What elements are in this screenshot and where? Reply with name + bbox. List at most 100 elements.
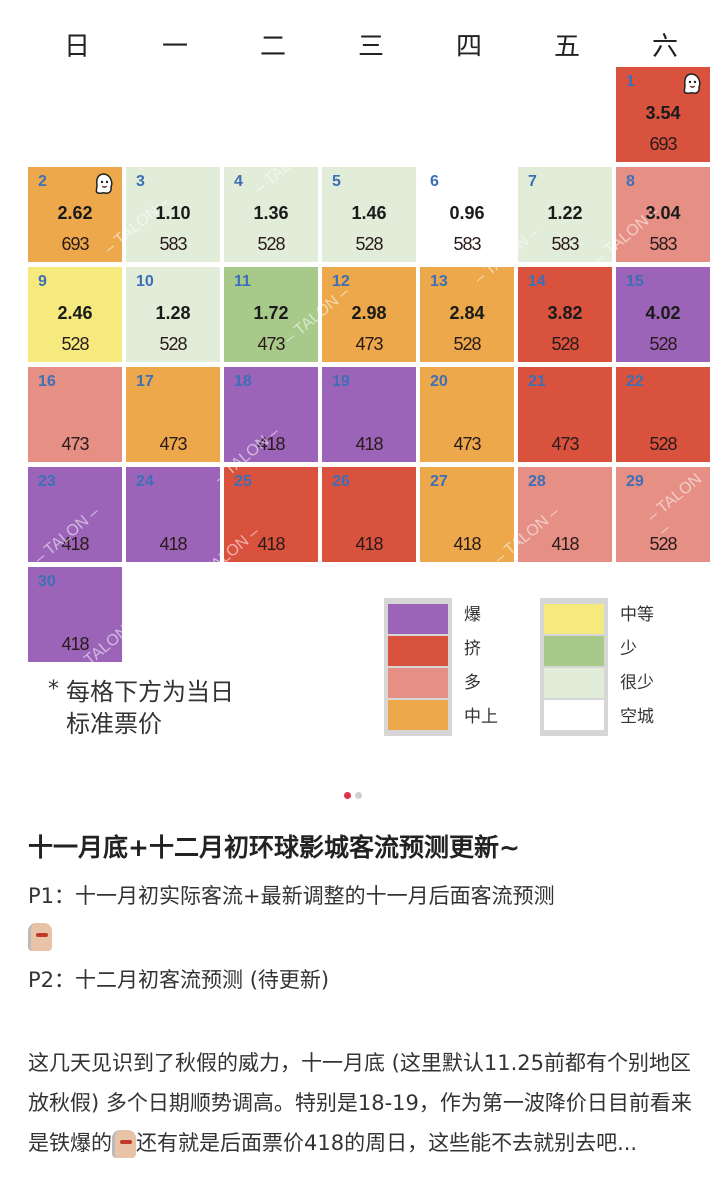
ticket-price: 418: [61, 534, 89, 554]
weekday-label: 六: [651, 32, 678, 62]
post-title: 十一月底+十二月初环球影城客流预测更新~: [28, 833, 520, 862]
ticket-price: 528: [159, 334, 187, 354]
crowd-index: 1.72: [253, 303, 289, 323]
calendar-day-cell: 18 418: [224, 367, 318, 462]
crowd-index: 1.10: [155, 203, 191, 223]
crowd-index: 1.28: [155, 303, 191, 323]
ticket-price: 473: [355, 334, 383, 354]
legend-label: 爆: [464, 605, 481, 625]
note-line: 每格下方为当日: [66, 678, 234, 706]
calendar-day-cell: 11 1.72 473: [224, 267, 318, 362]
day-number: 6: [430, 173, 439, 190]
legend-left: 爆挤多中上: [384, 598, 498, 736]
day-number: 26: [332, 473, 350, 490]
calendar-day-cell: 3 1.10 583: [126, 167, 220, 262]
ticket-price: 528: [257, 234, 285, 254]
crowd-index: 3.82: [547, 303, 583, 323]
ticket-price: 418: [453, 534, 481, 554]
legend-swatch: [388, 700, 448, 730]
ticket-price: 418: [61, 634, 89, 654]
body-text: 这几天见识到了秋假的威力，十一月底 (这里默认11.25前都有个别地区放秋假) …: [28, 1051, 692, 1155]
crowd-index: 2.62: [57, 203, 93, 223]
ticket-price: 473: [159, 434, 187, 454]
carousel-dot[interactable]: [344, 792, 351, 799]
day-number: 12: [332, 273, 350, 290]
note-asterisk: *: [48, 677, 59, 702]
ticket-price: 528: [453, 334, 481, 354]
day-number: 4: [234, 173, 243, 190]
ticket-price: 528: [649, 334, 677, 354]
calendar-day-cell: 9 2.46 528: [28, 267, 122, 362]
carousel-indicator[interactable]: [344, 792, 362, 799]
note-line: 标准票价: [66, 710, 162, 738]
legend-label: 空城: [620, 707, 654, 727]
calendar-day-cell: 16 473: [28, 367, 122, 462]
ghost-sticker-icon: [682, 73, 702, 95]
legend-swatch: [544, 636, 604, 666]
day-number: 13: [430, 273, 448, 290]
day-number: 9: [38, 273, 47, 290]
ticket-price: 418: [355, 434, 383, 454]
legend-labels: 爆挤多中上: [464, 598, 498, 736]
ghost-sticker-icon: [94, 173, 114, 195]
ticket-price: 473: [61, 434, 89, 454]
day-number: 16: [38, 373, 56, 390]
calendar-day-cell: 26 418: [322, 467, 416, 562]
ticket-price: 583: [649, 234, 677, 254]
crowd-index: 1.22: [547, 203, 583, 223]
ticket-price: 528: [649, 534, 677, 554]
day-number: 24: [136, 473, 154, 490]
calendar-day-cell: 12 2.98 473: [322, 267, 416, 362]
legend-swatch: [544, 700, 604, 730]
crowd-index: 4.02: [645, 303, 681, 323]
day-number: 27: [430, 473, 448, 490]
ticket-price: 418: [257, 534, 285, 554]
day-number: 3: [136, 173, 145, 190]
calendar-day-cell: 22 528: [616, 367, 710, 462]
calendar-day-cell: 6 0.96 583: [420, 167, 514, 262]
day-number: 20: [430, 373, 448, 390]
legend-label: 中等: [620, 605, 654, 625]
calendar-day-cell: 7 1.22 583: [518, 167, 612, 262]
ticket-price: 528: [551, 334, 579, 354]
legend-swatches: [384, 598, 452, 736]
legend-label: 挤: [464, 639, 481, 659]
ticket-price: 473: [551, 434, 579, 454]
day-number: 19: [332, 373, 350, 390]
ticket-price: 418: [551, 534, 579, 554]
calendar-day-cell: 5 1.46 528: [322, 167, 416, 262]
calendar-day-cell: 8 3.04 583: [616, 167, 710, 262]
calendar-day-cell: 19 418: [322, 367, 416, 462]
calendar-day-cell: 13 2.84 528: [420, 267, 514, 362]
weekday-label: 三: [357, 32, 384, 62]
ticket-price: 528: [61, 334, 89, 354]
legend-swatch: [544, 668, 604, 698]
ticket-price: 473: [257, 334, 285, 354]
legend-right: 中等少很少 空城: [540, 598, 654, 736]
crowd-index: 3.54: [645, 103, 681, 123]
calendar-day-cell: 24 418: [126, 467, 220, 562]
ticket-price: 418: [355, 534, 383, 554]
ticket-price: 583: [159, 234, 187, 254]
post-body: 这几天见识到了秋假的威力，十一月底 (这里默认11.25前都有个别地区放秋假) …: [28, 1043, 698, 1163]
legend-label: 很少: [620, 673, 654, 693]
day-number: 25: [234, 473, 252, 490]
legend-label: 多: [464, 673, 481, 693]
day-number: 8: [626, 173, 635, 190]
calendar-day-cell: 14 3.82 528: [518, 267, 612, 362]
legend-swatches: [540, 598, 608, 736]
day-number: 15: [626, 273, 644, 290]
body-text: 还有就是后面票价418的周日，这些能不去就别去吧...: [136, 1131, 638, 1155]
weekday-label: 日: [63, 32, 90, 62]
day-number: 30: [38, 573, 56, 590]
calendar-day-cell: 28 418: [518, 467, 612, 562]
carousel-dot[interactable]: [355, 792, 362, 799]
calendar-day-cell: 15 4.02 528: [616, 267, 710, 362]
ticket-price: 418: [159, 534, 187, 554]
sticker-emoji-icon: [112, 1130, 136, 1158]
crowd-index: 1.36: [253, 203, 289, 223]
weekday-label: 五: [553, 32, 580, 62]
day-number: 10: [136, 273, 154, 290]
calendar-day-cell: 29 528: [616, 467, 710, 562]
day-number: 29: [626, 473, 644, 490]
